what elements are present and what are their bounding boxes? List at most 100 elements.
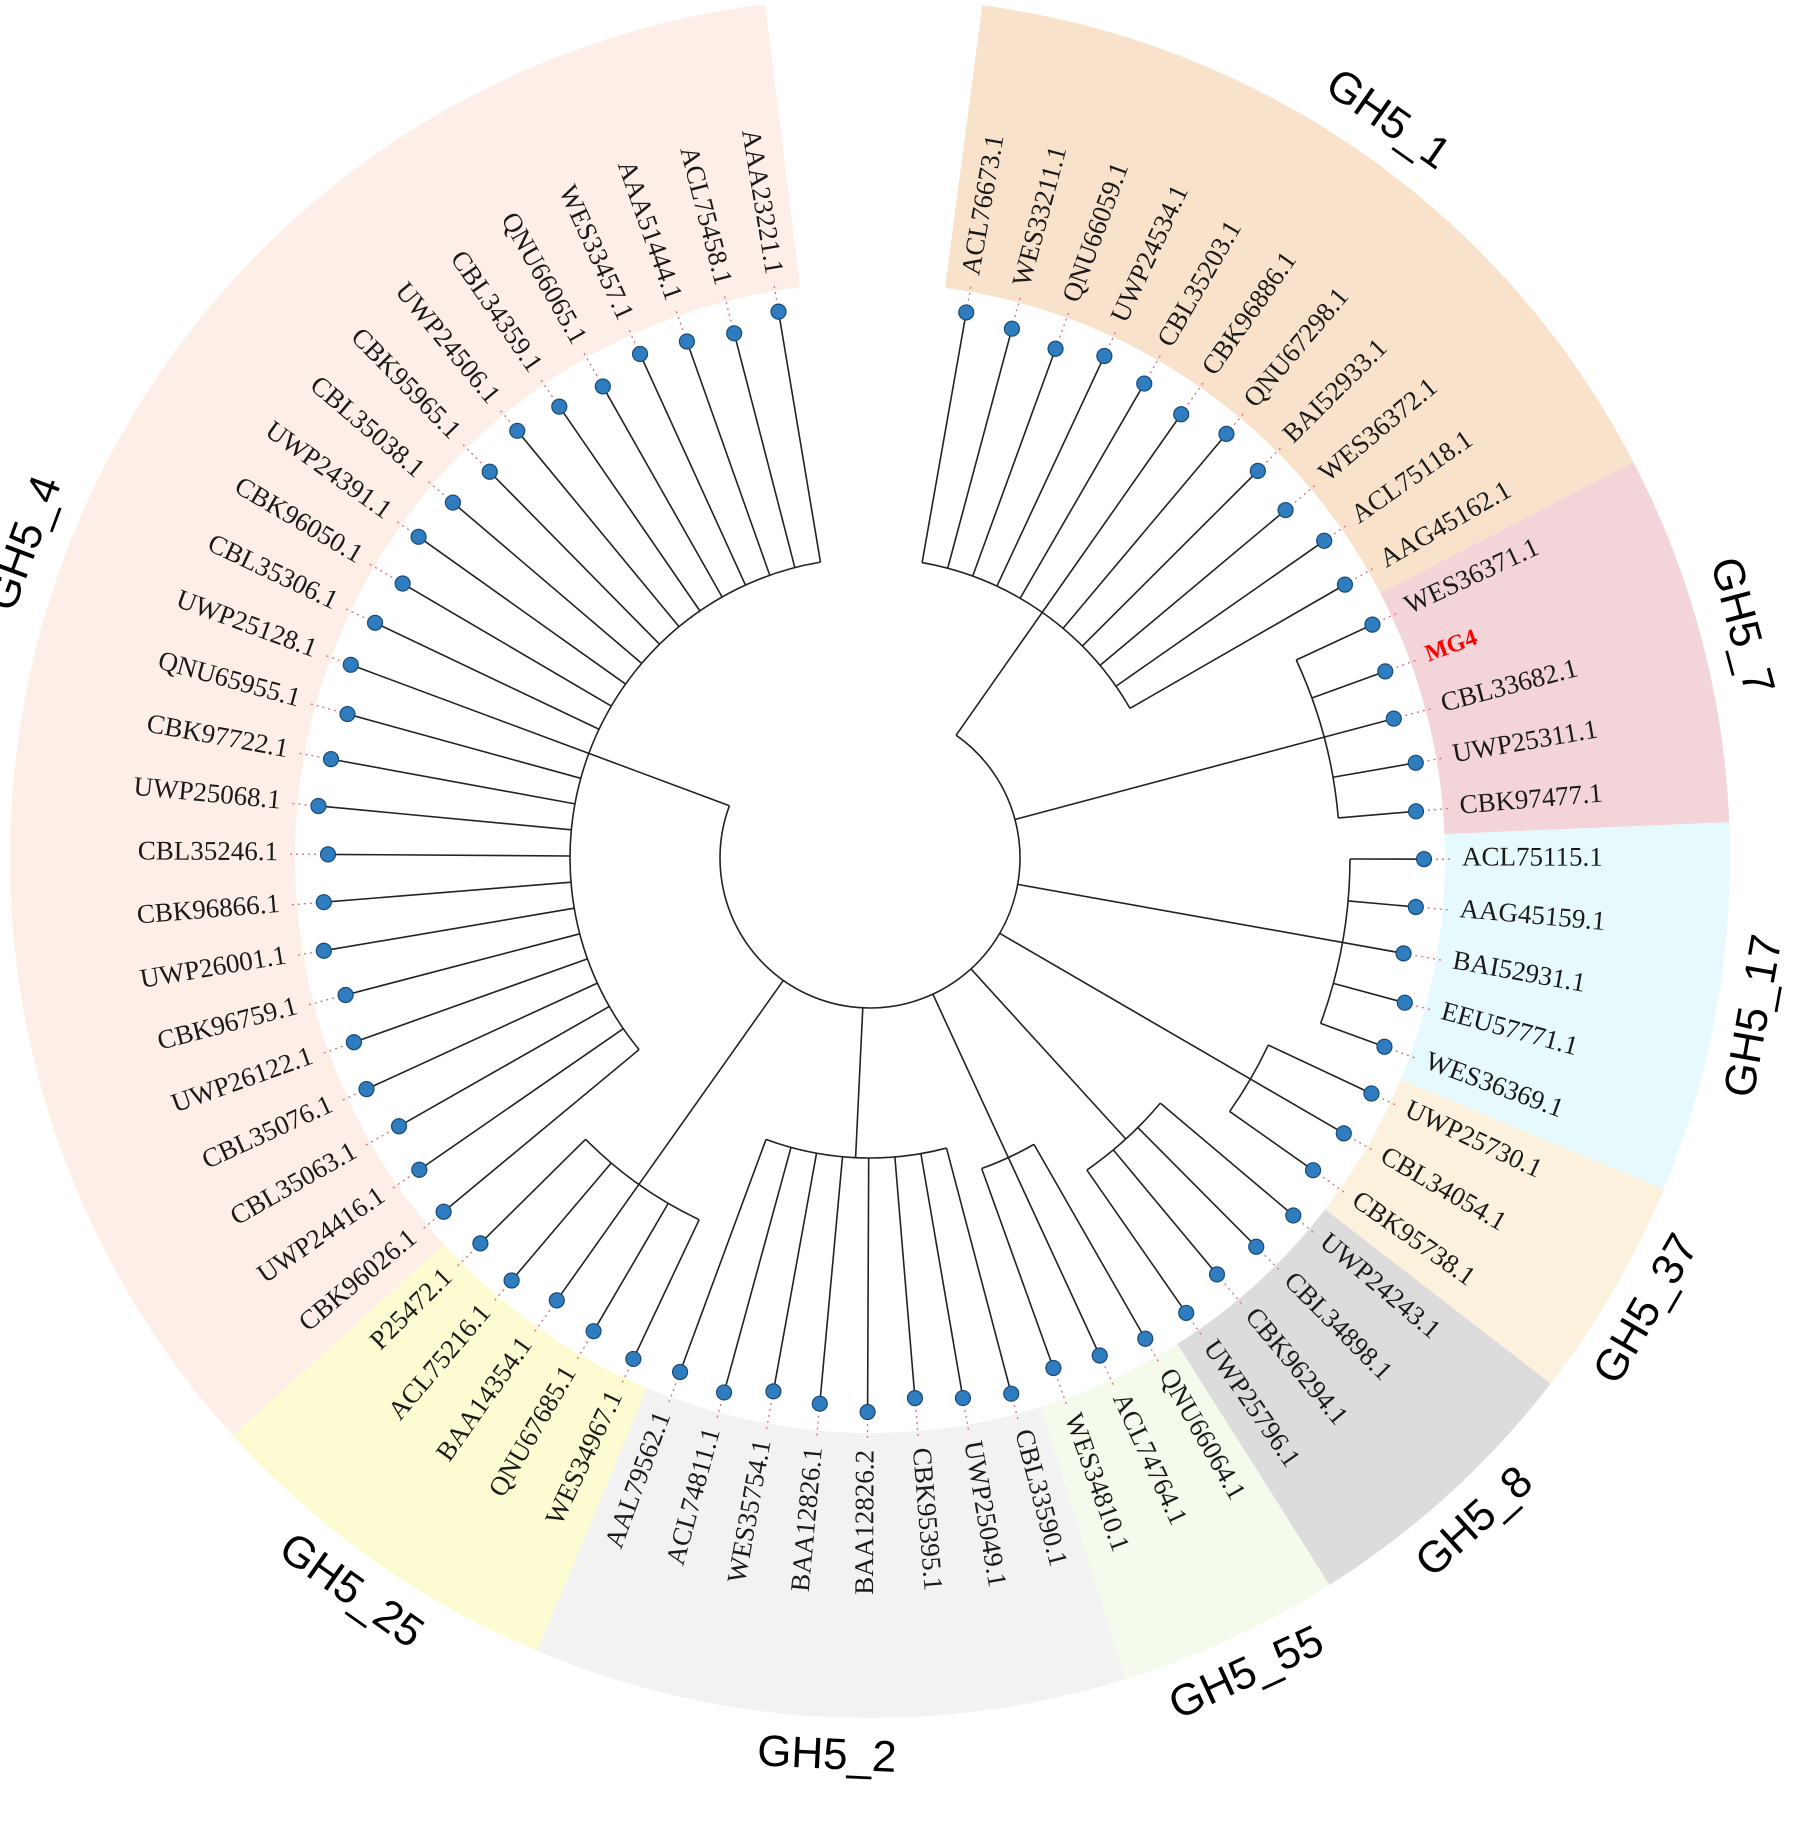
branch-qnu65955-1 bbox=[347, 713, 581, 780]
leaf-label: BAA12826.2 bbox=[849, 1450, 880, 1595]
branch-uwp26122-1 bbox=[353, 958, 588, 1044]
stem-gh5-4 bbox=[588, 752, 730, 807]
branch-cbl35038-1 bbox=[452, 501, 643, 665]
leaf-node bbox=[1407, 803, 1425, 820]
leaf-node bbox=[410, 528, 427, 545]
leaf-node bbox=[1277, 501, 1294, 519]
branch-uwp25796-1 bbox=[1086, 1169, 1187, 1314]
branch-cbk96050-1 bbox=[402, 582, 612, 707]
branch-cbk96886-1 bbox=[1041, 413, 1182, 613]
leaf-connector bbox=[1323, 523, 1350, 542]
branch-cbk97477-1 bbox=[1338, 810, 1417, 819]
branch-aag45162-1 bbox=[1129, 583, 1346, 710]
leaf-node bbox=[411, 1161, 428, 1178]
branch-aaa51444-1 bbox=[686, 341, 771, 576]
leaf-node bbox=[594, 378, 611, 395]
branch-uwp24391-1 bbox=[418, 536, 627, 685]
stem-gh5-25 bbox=[638, 979, 784, 1185]
leaf-node bbox=[366, 614, 384, 631]
branch-wes34967-1 bbox=[632, 1219, 700, 1360]
branch-cbk96026-1 bbox=[443, 1048, 640, 1213]
branch-cbk95395-1 bbox=[894, 1156, 916, 1399]
leaf-node bbox=[671, 1363, 689, 1381]
clade-sector-gh5-25 bbox=[232, 1244, 648, 1651]
clade-sector-gh5-8 bbox=[1177, 1209, 1551, 1585]
branch-cbk95965-1 bbox=[489, 471, 661, 645]
leaf-node bbox=[1045, 1359, 1062, 1377]
branch-cbl33682-1 bbox=[1323, 717, 1394, 738]
leaf-connector bbox=[1292, 1214, 1317, 1236]
branch-uwp25068-1 bbox=[318, 805, 572, 831]
clade-sector-gh5-55 bbox=[1040, 1344, 1330, 1680]
leaf-connector bbox=[1415, 906, 1452, 911]
leaf-node bbox=[1136, 375, 1153, 392]
leaf-connector bbox=[393, 518, 419, 538]
branch-qnu66065-1 bbox=[602, 386, 723, 598]
stem-gh5-1 bbox=[955, 611, 1043, 736]
leaf-label: CBL35246.1 bbox=[138, 835, 278, 866]
branch-cbk97722-1 bbox=[330, 758, 576, 805]
branch-uwp26001-1 bbox=[323, 907, 575, 952]
root-arc bbox=[719, 734, 1021, 1009]
branch-p25472-1 bbox=[479, 1138, 587, 1244]
branch-baa12826-2 bbox=[866, 1157, 870, 1412]
leaf-node bbox=[1248, 1238, 1265, 1255]
tree-branches bbox=[318, 311, 1425, 1412]
leaf-node bbox=[548, 1292, 565, 1309]
leaf-node bbox=[1096, 347, 1113, 365]
leaf-label: ACL75115.1 bbox=[1462, 841, 1603, 871]
branch-eeu57771-1 bbox=[1333, 982, 1405, 1004]
branch-wes33457-1 bbox=[639, 353, 747, 586]
leaf-node bbox=[715, 1384, 733, 1401]
branch-acl76673-1 bbox=[921, 312, 968, 563]
branch-wes35754-1 bbox=[772, 1153, 818, 1392]
leaf-connector bbox=[772, 281, 780, 312]
branch-acl74811-1 bbox=[723, 1147, 792, 1393]
clade-sector-gh5-17 bbox=[1400, 822, 1730, 1190]
branch-qnu66064-1 bbox=[1033, 1143, 1146, 1340]
branch-cbl35076-1 bbox=[366, 982, 598, 1090]
leaf-node bbox=[1173, 406, 1190, 423]
leaf-node bbox=[342, 656, 359, 673]
leaf-node bbox=[1385, 710, 1402, 727]
leaf-connector bbox=[1010, 1393, 1020, 1423]
leaf-node bbox=[1249, 462, 1266, 479]
branch-cbl35203-1 bbox=[1019, 383, 1145, 599]
stem-gh5-55 bbox=[932, 993, 1010, 1158]
leaf-node bbox=[358, 1081, 375, 1098]
leaf-connector bbox=[1225, 410, 1247, 435]
branch-cbl35063-1 bbox=[398, 1005, 610, 1127]
leaf-node bbox=[625, 1350, 642, 1368]
leaf-connector bbox=[1415, 757, 1446, 764]
clade-background-sectors bbox=[9, 4, 1730, 1718]
leaf-connector bbox=[322, 653, 352, 666]
leaf-connector bbox=[294, 950, 324, 957]
leaf-node bbox=[1363, 1085, 1380, 1102]
branch-baa14354-1 bbox=[556, 1183, 640, 1301]
branch-qnu67298-1 bbox=[1062, 433, 1228, 629]
branch-cbl33590-1 bbox=[945, 1147, 1013, 1394]
leaf-connector bbox=[715, 1392, 725, 1422]
branch-cbk96759-1 bbox=[345, 933, 580, 996]
branch-wes36371-1 bbox=[1295, 623, 1373, 661]
branch-uwp25128-1 bbox=[350, 664, 590, 755]
leaf-node bbox=[315, 942, 332, 959]
stem-gh5-17 bbox=[1017, 883, 1343, 944]
leaf-node bbox=[1336, 576, 1354, 593]
branch-cbl35246-1 bbox=[328, 853, 571, 857]
branch-aaa23221-1 bbox=[777, 311, 822, 563]
leaf-nodes bbox=[310, 303, 1433, 1421]
leaf-node bbox=[310, 797, 327, 815]
leaf-node bbox=[1395, 945, 1412, 962]
branch-uwp24506-1 bbox=[516, 430, 680, 628]
leaf-node bbox=[1137, 1330, 1154, 1347]
leaf-node bbox=[503, 1272, 520, 1289]
leaf-node bbox=[859, 1403, 876, 1421]
leaf-node bbox=[678, 333, 696, 350]
leaf-connector bbox=[1372, 611, 1400, 626]
branch-wes36369-1 bbox=[1320, 1022, 1385, 1048]
leaf-node bbox=[339, 705, 356, 723]
clade-label-gh5-17: GH5_17 bbox=[1715, 931, 1792, 1101]
leaf-node bbox=[1396, 994, 1413, 1011]
leaf-node bbox=[315, 894, 332, 911]
